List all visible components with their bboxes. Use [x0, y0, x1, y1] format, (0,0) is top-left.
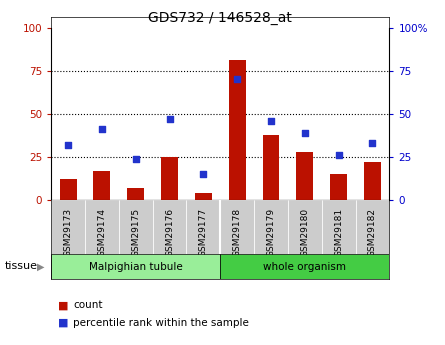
Point — [267, 118, 275, 124]
Point — [98, 127, 105, 132]
Bar — [127, 188, 144, 200]
Text: GSM29176: GSM29176 — [165, 208, 174, 257]
Text: ■: ■ — [58, 318, 69, 327]
Bar — [288, 200, 322, 254]
Text: GSM29173: GSM29173 — [64, 208, 73, 257]
Bar — [153, 200, 186, 254]
Bar — [195, 193, 212, 200]
Text: GSM29181: GSM29181 — [334, 208, 343, 257]
Point — [200, 171, 207, 177]
Text: GSM29180: GSM29180 — [300, 208, 309, 257]
Bar — [254, 200, 288, 254]
Text: whole organism: whole organism — [263, 262, 346, 272]
Bar — [296, 152, 313, 200]
Text: GSM29175: GSM29175 — [131, 208, 140, 257]
Text: GSM29178: GSM29178 — [233, 208, 242, 257]
Text: ■: ■ — [58, 300, 69, 310]
Point — [335, 152, 342, 158]
Bar — [330, 174, 347, 200]
Bar — [220, 254, 389, 279]
Bar — [220, 200, 254, 254]
Bar — [119, 200, 153, 254]
Title: GDS732 / 146528_at: GDS732 / 146528_at — [148, 11, 292, 25]
Bar — [161, 157, 178, 200]
Point — [369, 140, 376, 146]
Point — [65, 142, 72, 148]
Bar — [60, 179, 77, 200]
Point — [132, 156, 139, 161]
Bar — [229, 60, 246, 200]
Text: Malpighian tubule: Malpighian tubule — [89, 262, 182, 272]
Bar — [85, 200, 119, 254]
Text: ▶: ▶ — [37, 262, 44, 271]
Bar — [186, 200, 220, 254]
Bar — [322, 200, 356, 254]
Text: GSM29174: GSM29174 — [97, 208, 106, 257]
Point — [301, 130, 308, 136]
Point — [166, 116, 173, 122]
Text: percentile rank within the sample: percentile rank within the sample — [73, 318, 249, 327]
Bar — [356, 200, 389, 254]
Text: GSM29179: GSM29179 — [267, 208, 275, 257]
Point — [234, 77, 241, 82]
Bar — [263, 135, 279, 200]
Bar — [51, 254, 220, 279]
Bar — [51, 200, 85, 254]
Text: tissue: tissue — [4, 262, 37, 271]
Text: count: count — [73, 300, 103, 310]
Text: GSM29177: GSM29177 — [199, 208, 208, 257]
Text: GSM29182: GSM29182 — [368, 208, 377, 257]
Bar — [364, 162, 381, 200]
Bar — [93, 171, 110, 200]
